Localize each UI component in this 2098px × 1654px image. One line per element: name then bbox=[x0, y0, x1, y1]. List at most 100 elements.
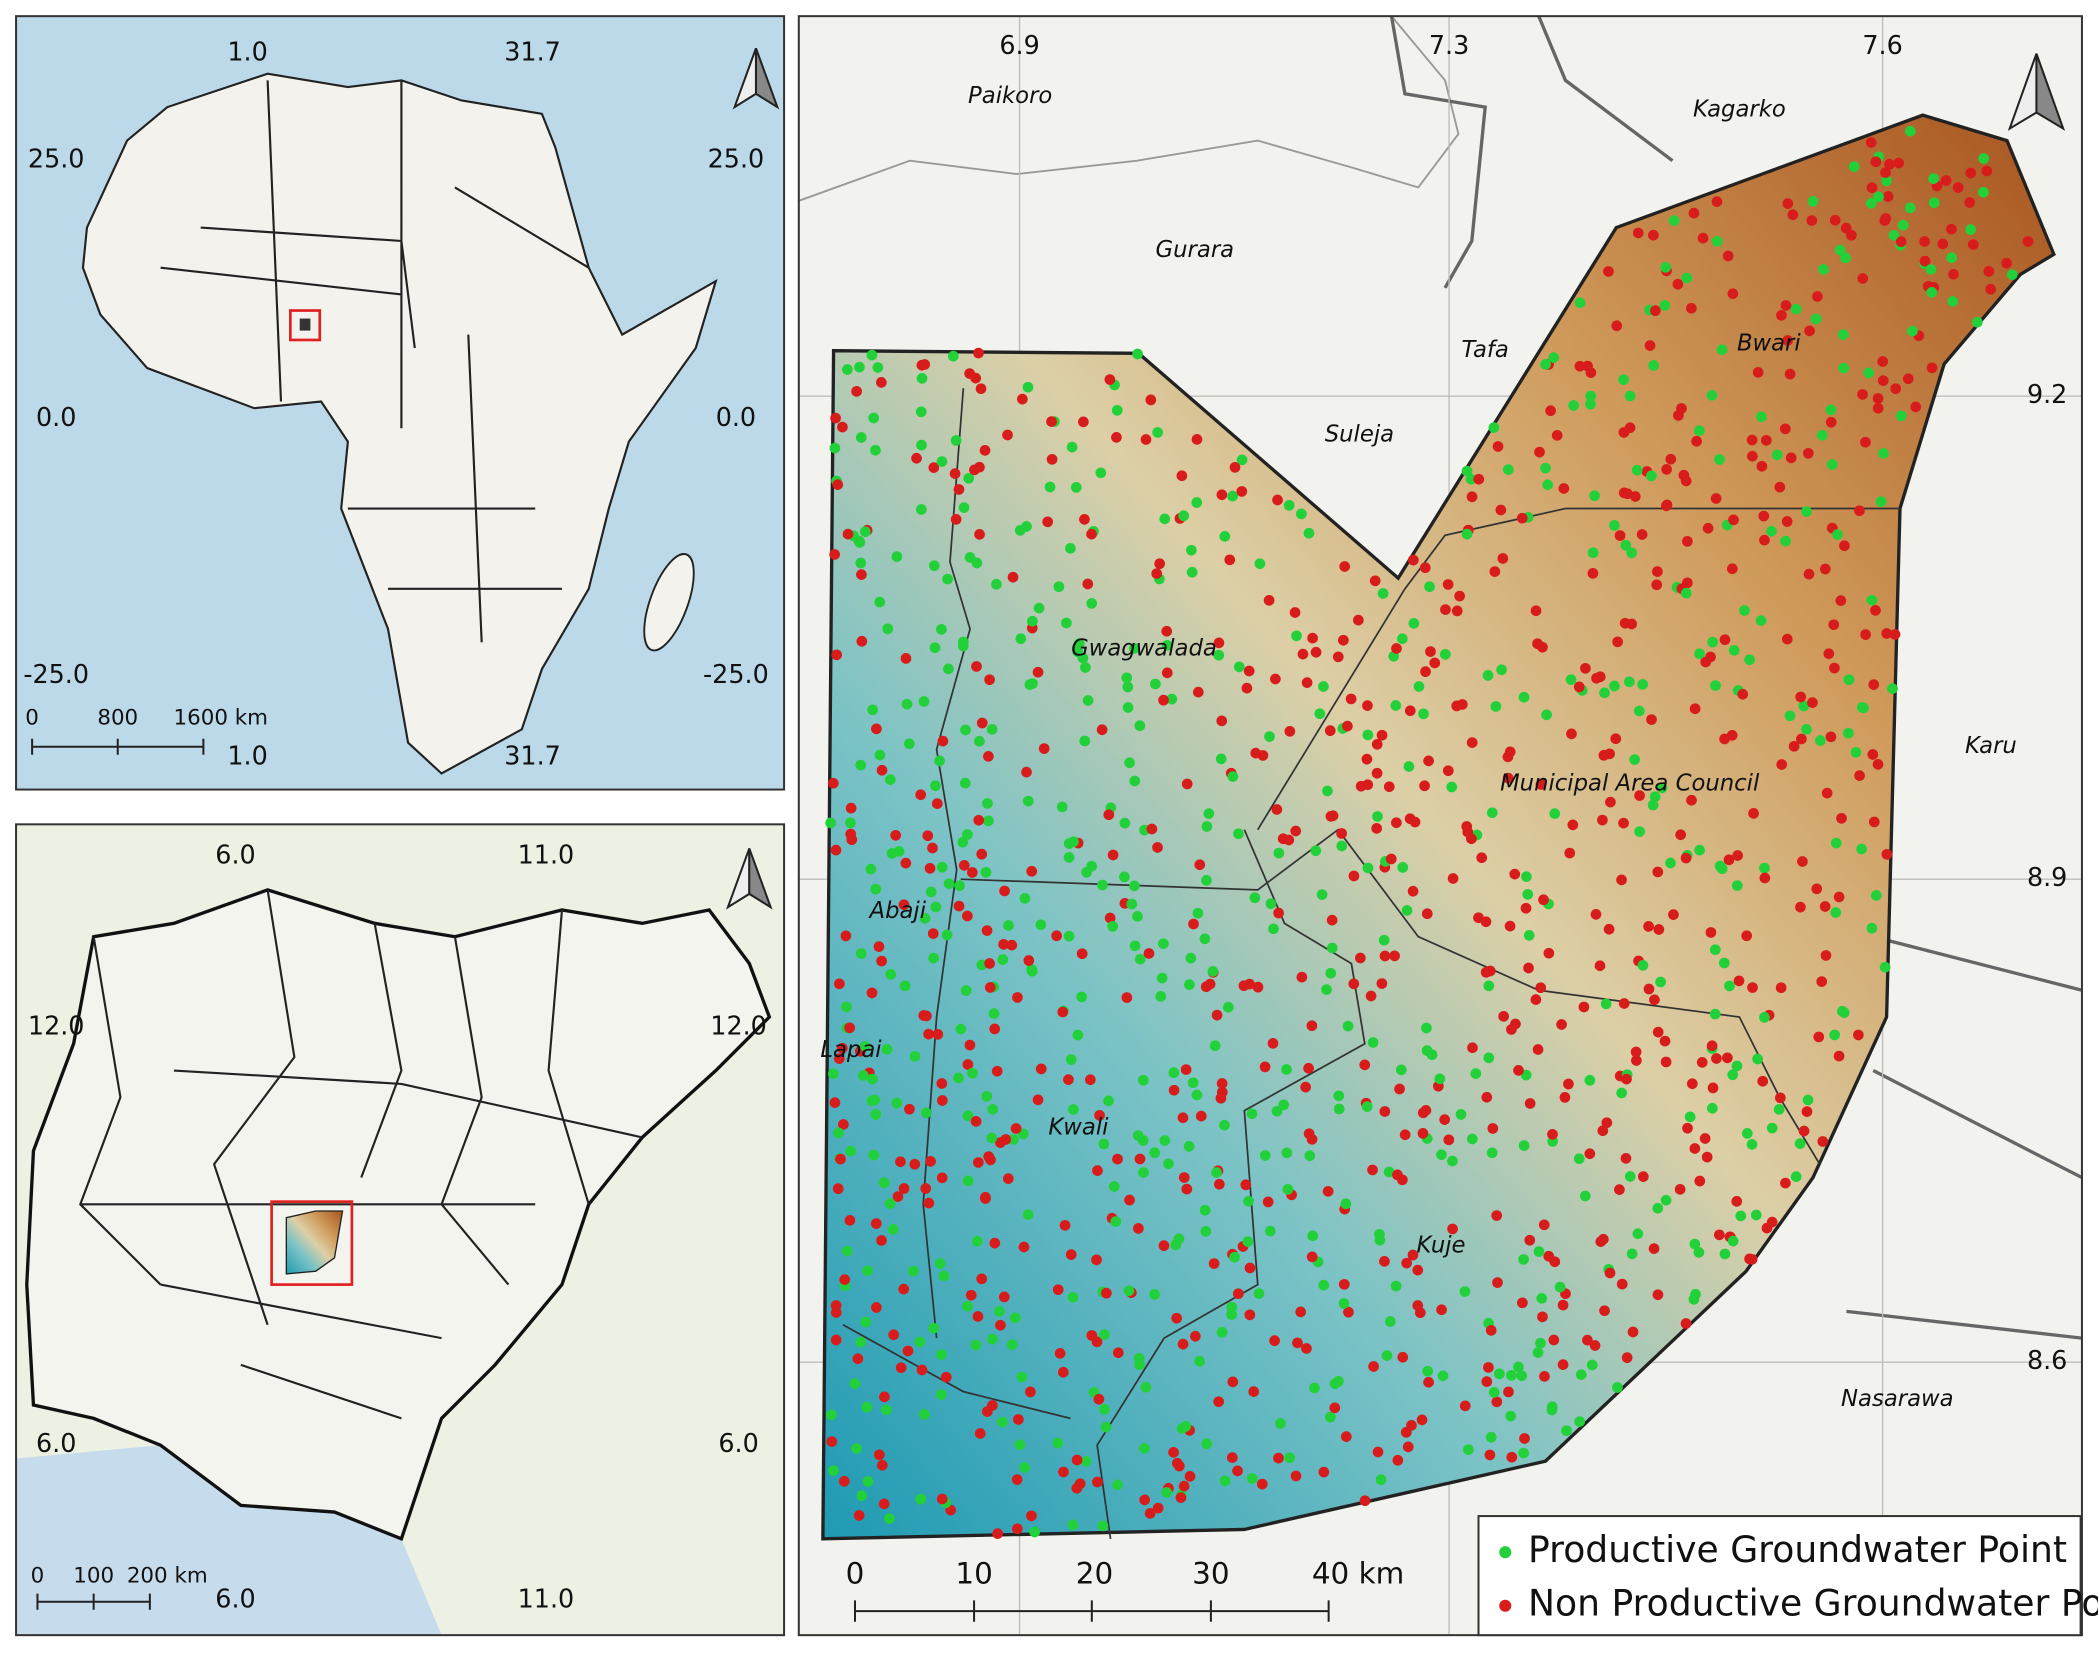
groundwater-point bbox=[1532, 1347, 1544, 1358]
groundwater-point bbox=[1582, 1334, 1593, 1346]
groundwater-point bbox=[1044, 481, 1056, 493]
groundwater-point bbox=[1811, 883, 1823, 895]
groundwater-point bbox=[1027, 615, 1038, 627]
groundwater-point bbox=[1003, 920, 1014, 931]
groundwater-point bbox=[1509, 868, 1521, 880]
groundwater-point bbox=[1009, 1312, 1021, 1324]
groundwater-point bbox=[1240, 1179, 1252, 1191]
groundwater-point bbox=[963, 472, 975, 484]
groundwater-points bbox=[825, 125, 2034, 1539]
groundwater-point bbox=[1429, 657, 1441, 669]
groundwater-point bbox=[1007, 571, 1019, 583]
groundwater-point bbox=[1082, 578, 1094, 590]
groundwater-point bbox=[983, 815, 994, 827]
groundwater-point bbox=[962, 1300, 973, 1312]
groundwater-point bbox=[1732, 850, 1744, 861]
groundwater-point bbox=[1207, 966, 1219, 977]
groundwater-point bbox=[1798, 1125, 1810, 1137]
groundwater-point bbox=[1819, 563, 1831, 575]
groundwater-point bbox=[1548, 1334, 1560, 1346]
groundwater-point bbox=[1158, 694, 1169, 706]
groundwater-point bbox=[934, 1258, 946, 1269]
groundwater-point bbox=[1100, 1421, 1112, 1433]
groundwater-point bbox=[842, 528, 854, 540]
groundwater-point bbox=[1122, 681, 1134, 693]
groundwater-point bbox=[860, 1316, 872, 1328]
groundwater-point bbox=[1188, 918, 1199, 930]
groundwater-point bbox=[1253, 1288, 1265, 1299]
fct-boundary bbox=[821, 113, 2056, 1541]
groundwater-point bbox=[856, 635, 868, 647]
groundwater-point bbox=[1746, 1253, 1758, 1265]
groundwater-point bbox=[1086, 528, 1097, 540]
groundwater-point bbox=[1490, 701, 1502, 712]
scale-label: 1600 km bbox=[174, 706, 268, 731]
groundwater-point bbox=[1057, 1006, 1069, 1018]
groundwater-point bbox=[1718, 957, 1730, 969]
groundwater-point bbox=[1788, 740, 1800, 752]
groundwater-point bbox=[830, 412, 841, 424]
groundwater-point bbox=[986, 1132, 998, 1144]
groundwater-point bbox=[1506, 1024, 1517, 1035]
groundwater-point bbox=[1860, 436, 1871, 448]
groundwater-point bbox=[830, 1334, 842, 1346]
groundwater-point bbox=[1952, 182, 1964, 193]
groundwater-point bbox=[1624, 1171, 1636, 1182]
groundwater-point bbox=[1632, 1228, 1644, 1240]
groundwater-point bbox=[2022, 236, 2034, 247]
groundwater-point bbox=[1774, 481, 1786, 493]
groundwater-point bbox=[1248, 1386, 1260, 1397]
groundwater-point bbox=[1318, 681, 1329, 692]
groundwater-point bbox=[1647, 799, 1659, 811]
groundwater-point bbox=[1637, 1171, 1649, 1182]
groundwater-point bbox=[1152, 842, 1163, 853]
groundwater-point bbox=[1154, 558, 1166, 570]
groundwater-point bbox=[900, 653, 912, 664]
groundwater-point bbox=[1693, 425, 1705, 437]
groundwater-point bbox=[930, 780, 941, 792]
ocean bbox=[16, 1445, 442, 1636]
groundwater-point bbox=[1890, 383, 1902, 395]
groundwater-point bbox=[983, 751, 994, 762]
groundwater-point bbox=[1488, 1386, 1500, 1398]
scale-label: 10 bbox=[955, 1556, 992, 1590]
groundwater-point bbox=[837, 1119, 849, 1130]
groundwater-point bbox=[1369, 575, 1381, 587]
groundwater-point bbox=[1383, 781, 1395, 793]
groundwater-point bbox=[1618, 817, 1629, 829]
groundwater-point bbox=[1091, 1254, 1102, 1266]
groundwater-point bbox=[1600, 998, 1612, 1010]
groundwater-point bbox=[1300, 1081, 1311, 1093]
groundwater-point bbox=[1518, 1447, 1529, 1459]
groundwater-point bbox=[1269, 1335, 1280, 1347]
groundwater-point bbox=[1021, 521, 1032, 532]
groundwater-point bbox=[1532, 1044, 1544, 1055]
place-label: Lapai bbox=[820, 1037, 882, 1063]
groundwater-point bbox=[1829, 1029, 1841, 1041]
groundwater-point bbox=[970, 372, 982, 384]
groundwater-point bbox=[1575, 1369, 1587, 1380]
groundwater-point bbox=[1097, 1520, 1109, 1532]
groundwater-point bbox=[1065, 1249, 1077, 1260]
groundwater-point bbox=[835, 1153, 846, 1165]
groundwater-point bbox=[1124, 757, 1135, 769]
groundwater-point bbox=[1178, 1480, 1190, 1492]
groundwater-point bbox=[1557, 1359, 1569, 1370]
groundwater-point bbox=[1835, 595, 1847, 606]
groundwater-point bbox=[1837, 329, 1849, 340]
groundwater-point bbox=[1219, 1119, 1230, 1131]
groundwater-point bbox=[1067, 1291, 1079, 1303]
groundwater-point bbox=[866, 1095, 878, 1107]
groundwater-point bbox=[1306, 1251, 1318, 1263]
groundwater-point bbox=[1376, 978, 1388, 989]
lat-label: 12.0 bbox=[28, 1011, 85, 1041]
groundwater-point bbox=[936, 1172, 948, 1184]
groundwater-point bbox=[1587, 547, 1599, 559]
groundwater-point bbox=[962, 829, 973, 840]
groundwater-point bbox=[1574, 1416, 1586, 1427]
groundwater-point bbox=[1524, 1098, 1536, 1109]
groundwater-point bbox=[1332, 651, 1344, 663]
groundwater-point bbox=[1746, 434, 1758, 446]
groundwater-point bbox=[1857, 273, 1869, 284]
groundwater-point bbox=[1496, 664, 1508, 676]
